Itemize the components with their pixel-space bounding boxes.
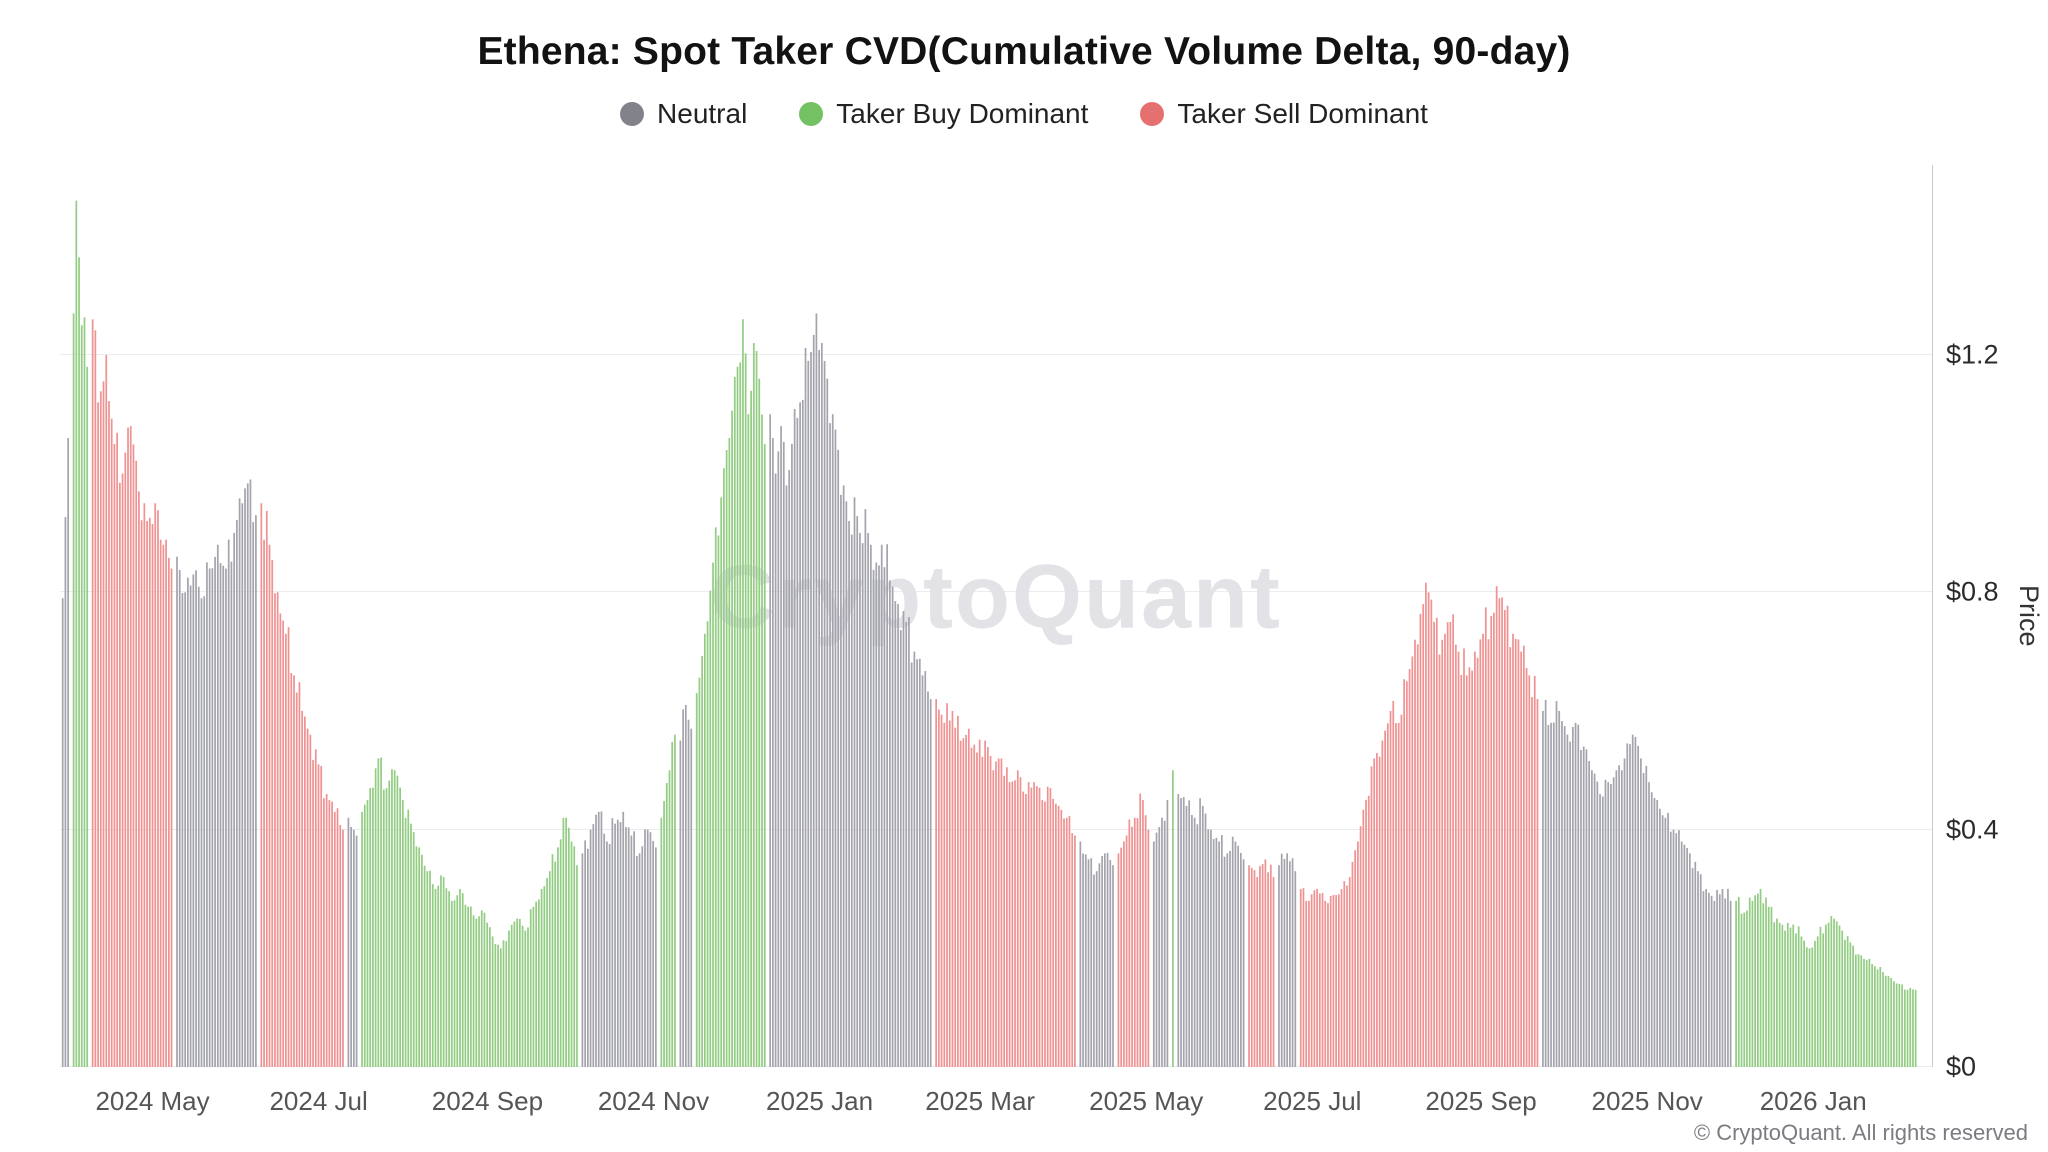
legend-dot-buy-icon	[799, 102, 824, 126]
y-tick-label: $0.8	[1946, 576, 1999, 607]
x-tick-label: 2024 Sep	[431, 1086, 544, 1116]
chart-legend: Neutral Taker Buy Dominant Taker Sell Do…	[0, 98, 2048, 130]
x-tick-label: 2025 Sep	[1425, 1086, 1537, 1116]
x-tick-label: 2025 Jan	[766, 1086, 874, 1116]
legend-label-neutral: Neutral	[657, 98, 748, 129]
plot-area[interactable]: CryptoQuant	[60, 165, 1933, 1067]
legend-item-taker-buy[interactable]: Taker Buy Dominant	[799, 98, 1088, 130]
x-tick-label: 2024 May	[95, 1086, 210, 1116]
y-tick-label: $0	[1946, 1051, 1977, 1082]
x-tick-label: 2024 Jul	[269, 1086, 368, 1116]
x-axis-labels: 2024 May 2024 Jul 2024 Sep 2024 Nov 2025 Jan…	[60, 1086, 1933, 1122]
x-tick-label: 2025 Jul	[1263, 1086, 1362, 1116]
y-tick-label: $0.4	[1946, 814, 1999, 845]
y-axis-labels: $0 $0.4 $0.8 $1.2	[1946, 165, 2038, 1081]
x-tick-label: 2025 May	[1089, 1086, 1204, 1116]
x-tick-label: 2025 Nov	[1591, 1086, 1703, 1116]
chart-title: Ethena: Spot Taker CVD(Cumulative Volume…	[477, 30, 1571, 73]
gridline	[60, 591, 1932, 593]
y-axis-title: Price	[2014, 585, 2044, 647]
legend-label-taker-buy: Taker Buy Dominant	[836, 98, 1089, 129]
legend-item-taker-sell[interactable]: Taker Sell Dominant	[1140, 98, 1428, 130]
legend-dot-sell-icon	[1140, 102, 1165, 126]
legend-item-neutral[interactable]: Neutral	[620, 98, 747, 130]
y-tick-label: $1.2	[1946, 339, 1999, 370]
copyright-notice: © CryptoQuant. All rights reserved	[1693, 1120, 2028, 1145]
legend-dot-neutral-icon	[620, 102, 645, 126]
bars-svg	[61, 200, 1917, 1067]
x-tick-label: 2025 Mar	[925, 1086, 1036, 1116]
legend-label-taker-sell: Taker Sell Dominant	[1177, 98, 1428, 129]
x-tick-label: 2024 Nov	[597, 1086, 710, 1116]
gridline	[60, 353, 1932, 355]
x-tick-label: 2026 Jan	[1759, 1086, 1867, 1116]
